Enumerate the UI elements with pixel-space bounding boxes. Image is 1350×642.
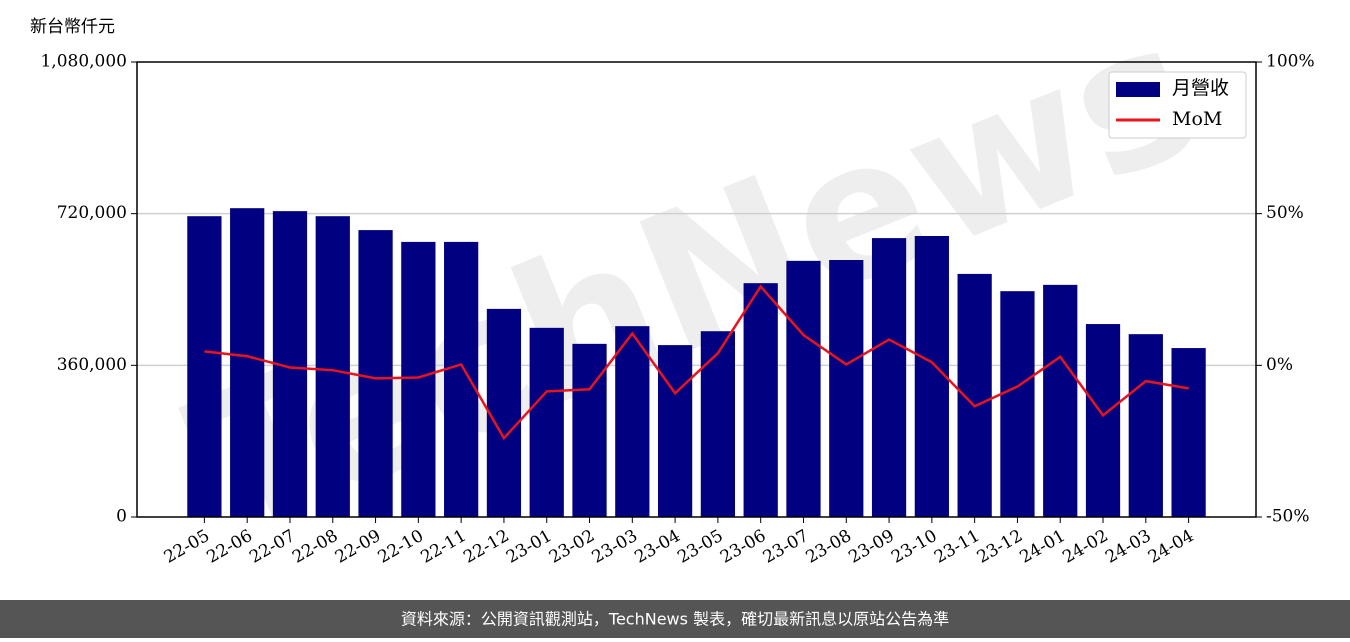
- bar: [871, 238, 907, 517]
- footer: 資料來源：公開資訊觀測站，TechNews 製表，確切最新訊息以原站公告為準: [401, 610, 949, 629]
- plot-frame: [136, 61, 1257, 518]
- y2-tick-label: 100%: [1266, 52, 1315, 72]
- x-tick-label: 23-09: [845, 526, 897, 568]
- legend-label: MoM: [1172, 108, 1222, 130]
- y-tick-label: 1,080,000: [40, 52, 127, 72]
- bar: [401, 241, 436, 517]
- x-tick-label: 22-11: [417, 526, 469, 568]
- x-tick-label: 23-04: [631, 526, 683, 568]
- x-tick-label: 23-11: [931, 526, 983, 568]
- y2-tick-label: -50%: [1266, 507, 1310, 527]
- bar: [230, 208, 265, 517]
- bar: [1000, 291, 1035, 517]
- y-tick-label: 720,000: [57, 203, 127, 223]
- footer-bar: [0, 600, 1350, 638]
- bar: [1043, 284, 1078, 517]
- x-tick-label: 24-03: [1102, 526, 1154, 568]
- bar: [786, 260, 821, 517]
- x-tick-label: 23-02: [546, 526, 598, 568]
- x-tick-label: 23-07: [760, 526, 812, 568]
- bar: [1085, 324, 1121, 517]
- x-tick-label: 23-12: [974, 526, 1026, 568]
- legend-label: 月營收: [1172, 77, 1229, 99]
- bar: [444, 241, 479, 517]
- bar: [572, 343, 607, 517]
- y-axis-title: 新台幣仟元: [30, 17, 115, 37]
- y2-tick-label: 50%: [1266, 203, 1304, 223]
- bar: [615, 326, 650, 517]
- x-tick-label: 23-01: [503, 526, 555, 568]
- bar: [657, 345, 693, 517]
- bar: [829, 260, 864, 517]
- x-tick-label: 23-05: [674, 526, 726, 568]
- bar: [529, 327, 564, 517]
- x-tick-label: 23-08: [803, 526, 855, 568]
- bar: [187, 216, 222, 517]
- x-tick-label: 24-01: [1017, 526, 1069, 568]
- bar: [358, 230, 393, 517]
- x-tick-label: 22-12: [460, 526, 512, 568]
- line: [204, 284, 1189, 441]
- x-tick-label: 23-10: [888, 526, 940, 568]
- x-tick-label: 23-06: [717, 526, 769, 568]
- bar: [914, 235, 949, 518]
- legend-swatch: [1116, 82, 1160, 97]
- bar: [700, 331, 736, 517]
- bar: [743, 283, 778, 517]
- x-tick-label: 24-04: [1145, 526, 1197, 568]
- bar: [315, 216, 350, 517]
- x-tick-label: 24-02: [1059, 526, 1111, 568]
- bar: [1128, 334, 1163, 517]
- x-tick-label: 22-10: [375, 526, 427, 568]
- y-tick-label: 0: [116, 507, 127, 527]
- x-tick-label: 23-03: [589, 526, 641, 568]
- y-tick-label: 360,000: [57, 355, 127, 375]
- bar: [486, 308, 522, 517]
- x-tick-label: 22-05: [161, 526, 213, 568]
- y2-tick-label: 0%: [1266, 355, 1293, 375]
- bar: [1171, 348, 1206, 517]
